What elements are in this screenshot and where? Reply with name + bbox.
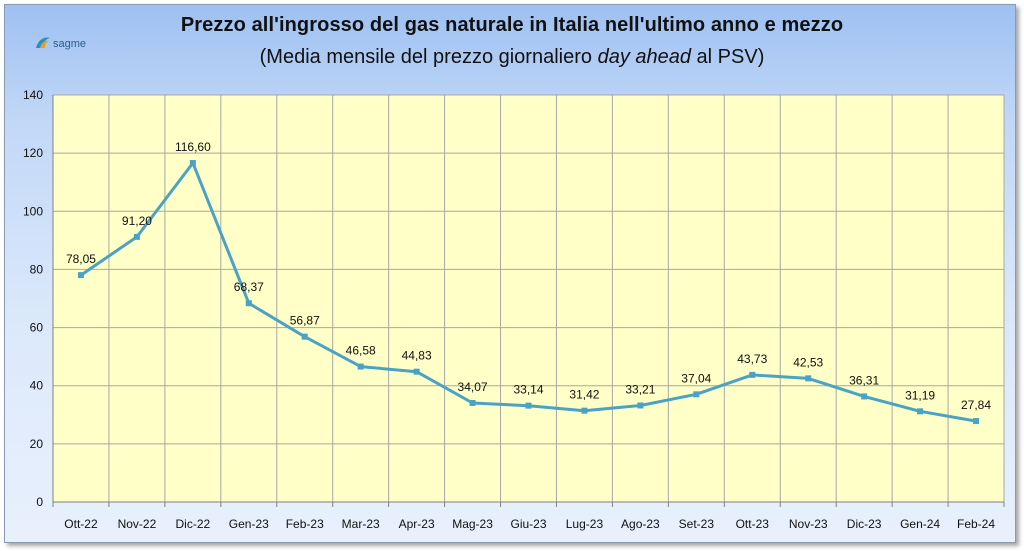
logo: sagme [34, 34, 86, 50]
sagme-logo-icon [36, 37, 50, 48]
x-tick-label: Nov-22 [118, 517, 157, 531]
data-point [693, 391, 700, 398]
data-point [861, 393, 868, 400]
data-label: 31,42 [569, 388, 599, 402]
x-tick-label: Ott-23 [736, 517, 770, 531]
data-label: 27,84 [961, 398, 991, 412]
data-point [805, 375, 812, 382]
x-tick-label: Nov-23 [789, 517, 828, 531]
subtitle-em: day ahead [597, 46, 691, 68]
data-label: 56,87 [290, 314, 320, 328]
x-tick-label: Giu-23 [510, 517, 546, 531]
data-label: 68,37 [234, 280, 264, 294]
data-label: 36,31 [849, 373, 879, 387]
data-point [917, 408, 924, 415]
y-tick-label: 40 [30, 379, 44, 393]
data-label: 37,04 [681, 371, 711, 385]
plot-area [53, 95, 1004, 502]
data-point [245, 300, 252, 307]
x-tick-label: Feb-23 [286, 517, 324, 531]
data-point [749, 371, 756, 378]
y-tick-label: 60 [30, 321, 44, 335]
data-point [469, 399, 476, 406]
data-label: 46,58 [346, 344, 376, 358]
data-point [973, 418, 980, 425]
data-point [357, 363, 364, 370]
data-label: 78,05 [66, 252, 96, 266]
data-label: 116,60 [175, 140, 211, 154]
data-label: 43,73 [737, 352, 767, 366]
data-label: 34,07 [458, 380, 488, 394]
y-tick-label: 140 [23, 88, 43, 102]
data-point [581, 407, 588, 414]
x-tick-label: Mag-23 [452, 517, 493, 531]
x-tick-label: Ago-23 [621, 517, 660, 531]
x-tick-label: Mar-23 [342, 517, 380, 531]
y-tick-label: 100 [23, 204, 43, 218]
subtitle-post: al PSV) [691, 46, 765, 68]
subtitle-pre: (Media mensile del prezzo giornaliero [259, 46, 598, 68]
data-point [637, 402, 644, 409]
x-tick-label: Set-23 [679, 517, 715, 531]
data-point [413, 368, 420, 375]
x-tick-label: Apr-23 [399, 517, 435, 531]
logo-text: sagme [53, 38, 87, 50]
data-label: 33,21 [625, 382, 655, 396]
y-tick-label: 0 [36, 495, 43, 509]
data-point [189, 160, 196, 167]
data-point [133, 233, 140, 240]
y-tick-label: 20 [30, 437, 44, 451]
data-label: 42,53 [793, 355, 823, 369]
x-tick-label: Dic-22 [176, 517, 211, 531]
y-tick-label: 120 [23, 146, 43, 160]
chart-subtitle: (Media mensile del prezzo giornaliero da… [0, 46, 1024, 69]
chart-title: Prezzo all'ingrosso del gas naturale in … [180, 14, 844, 36]
data-label: 33,14 [513, 383, 543, 397]
data-point [525, 402, 532, 409]
x-tick-label: Gen-23 [229, 517, 269, 531]
x-tick-label: Gen-24 [900, 517, 940, 531]
y-tick-label: 80 [30, 262, 44, 276]
x-tick-label: Dic-23 [847, 517, 882, 531]
data-label: 31,19 [905, 388, 935, 402]
data-label: 91,20 [122, 214, 152, 228]
data-label: 44,83 [402, 349, 432, 363]
data-point [301, 333, 308, 340]
x-tick-label: Ott-22 [64, 517, 98, 531]
data-point [77, 272, 84, 279]
x-tick-label: Feb-24 [957, 517, 995, 531]
x-tick-label: Lug-23 [566, 517, 604, 531]
